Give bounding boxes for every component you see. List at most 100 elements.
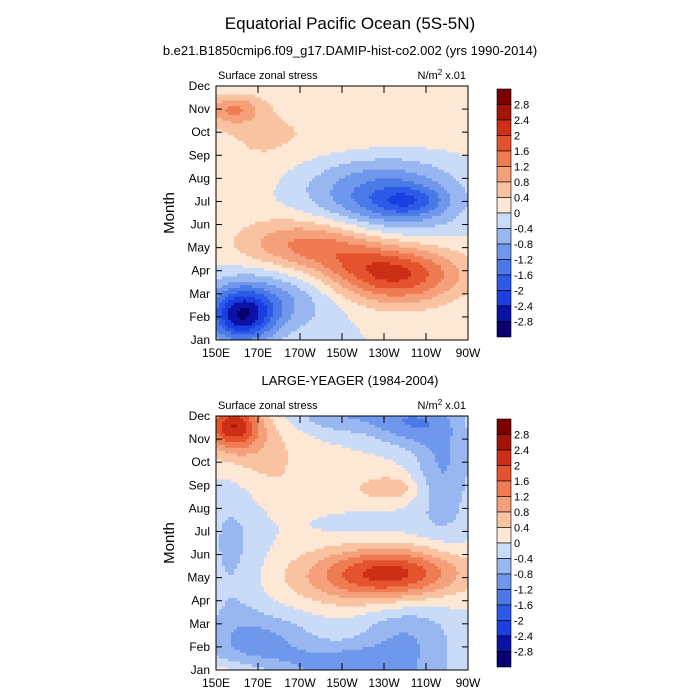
heatmap-cell <box>270 233 274 237</box>
heatmap-cell <box>363 146 367 150</box>
heatmap-cell <box>351 236 355 240</box>
heatmap-cell <box>303 86 307 90</box>
heatmap-cell <box>258 91 262 96</box>
heatmap-cell <box>222 114 226 119</box>
heatmap-cell <box>291 192 295 197</box>
heatmap-cell <box>456 169 460 173</box>
heatmap-cell <box>441 215 445 220</box>
heatmap-cell <box>291 91 295 96</box>
heatmap-cell <box>363 140 367 145</box>
heatmap-cell <box>429 166 433 171</box>
heatmap-cell <box>417 215 421 220</box>
heatmap-cell <box>351 244 355 249</box>
heatmap-cell <box>255 135 259 139</box>
heatmap-cell <box>267 169 271 173</box>
heatmap-cell <box>444 111 448 116</box>
heatmap-cell <box>312 184 316 188</box>
heatmap-cell <box>432 111 436 116</box>
heatmap-cell <box>465 137 469 142</box>
heatmap-cell <box>384 163 388 168</box>
heatmap-cell <box>459 129 463 133</box>
heatmap-cell <box>327 103 331 107</box>
heatmap-cell <box>234 152 238 156</box>
heatmap-cell <box>315 181 319 185</box>
heatmap-cell <box>333 111 337 116</box>
heatmap-cell <box>222 126 226 130</box>
heatmap-cell <box>321 97 325 101</box>
heatmap-cell <box>462 204 466 208</box>
heatmap-cell <box>426 111 430 116</box>
heatmap-cell <box>375 215 379 220</box>
heatmap-cell <box>321 123 325 127</box>
heatmap-cell <box>456 123 460 127</box>
heatmap-cell <box>405 137 409 142</box>
heatmap-cell <box>339 247 343 251</box>
heatmap-cell <box>387 241 391 246</box>
heatmap-cell <box>249 201 253 205</box>
heatmap-cell <box>294 184 298 188</box>
heatmap-cell <box>453 129 457 133</box>
heatmap-cell <box>219 129 223 133</box>
heatmap-cell <box>219 97 223 101</box>
heatmap-cell <box>249 132 253 136</box>
heatmap-cell <box>291 215 295 220</box>
heatmap-cell <box>435 213 439 217</box>
heatmap-cell <box>429 238 433 243</box>
heatmap-cell <box>324 256 328 260</box>
heatmap-cell <box>381 152 385 156</box>
heatmap-cell <box>381 123 385 127</box>
heatmap-cell <box>429 175 433 179</box>
heatmap-cell <box>441 155 445 159</box>
heatmap-cell <box>282 129 286 133</box>
heatmap-cell <box>219 137 223 142</box>
heatmap-cell <box>423 109 427 113</box>
heatmap-cell <box>363 149 367 153</box>
heatmap-cell <box>240 247 244 251</box>
heatmap-cell <box>267 207 271 211</box>
heatmap-cell <box>402 204 406 208</box>
heatmap-cell <box>246 114 250 119</box>
heatmap-cell <box>243 253 247 257</box>
heatmap-cell <box>228 149 232 153</box>
heatmap-cell <box>309 221 313 225</box>
heatmap-cell <box>390 109 394 113</box>
heatmap-cell <box>303 198 307 202</box>
heatmap-cell <box>342 233 346 237</box>
heatmap-cell <box>309 236 313 240</box>
heatmap-cell <box>387 155 391 159</box>
heatmap-cell <box>324 106 328 110</box>
heatmap-cell <box>309 114 313 119</box>
heatmap-cell <box>345 195 349 199</box>
heatmap-cell <box>243 184 247 188</box>
heatmap-cell <box>303 210 307 214</box>
heatmap-cell <box>327 233 331 237</box>
heatmap-cell <box>279 143 283 148</box>
heatmap-cell <box>387 233 391 237</box>
heatmap-cell <box>336 241 340 246</box>
heatmap-cell <box>324 227 328 231</box>
heatmap-cell <box>381 227 385 231</box>
heatmap-cell <box>465 97 469 101</box>
heatmap-cell <box>273 146 277 150</box>
heatmap-cell <box>351 111 355 116</box>
heatmap-cell <box>330 146 334 150</box>
heatmap-cell <box>300 210 304 214</box>
heatmap-cell <box>411 114 415 119</box>
heatmap-cell <box>312 256 316 260</box>
heatmap-cell <box>303 97 307 101</box>
heatmap-cell <box>441 161 445 165</box>
heatmap-cell <box>444 155 448 159</box>
heatmap-cell <box>240 213 244 217</box>
heatmap-cell <box>312 213 316 217</box>
heatmap-cell <box>333 146 337 150</box>
heatmap-cell <box>222 224 226 228</box>
heatmap-cell <box>258 198 262 202</box>
heatmap-cell <box>294 253 298 257</box>
heatmap-cell <box>258 187 262 191</box>
heatmap-cell <box>264 192 268 197</box>
heatmap-cell <box>267 213 271 217</box>
heatmap-cell <box>459 207 463 211</box>
heatmap-cell <box>237 132 241 136</box>
heatmap-cell <box>366 88 370 93</box>
heatmap-cell <box>426 253 430 257</box>
